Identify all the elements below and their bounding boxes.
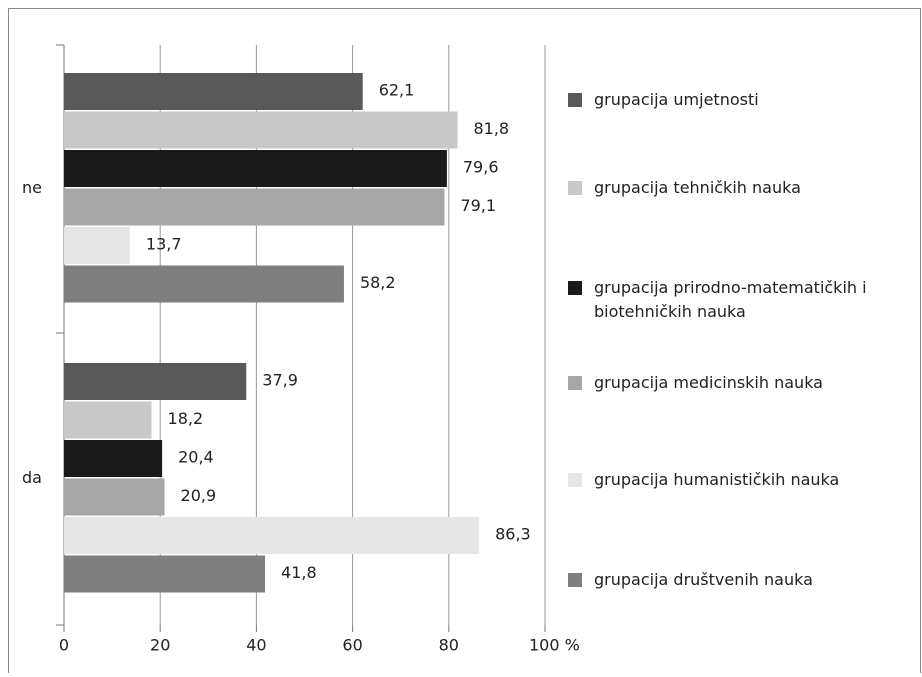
legend-item: grupacija društvenih nauka <box>566 568 896 592</box>
legend-item: grupacija tehničkih nauka <box>566 176 896 200</box>
legend-swatch <box>568 573 582 587</box>
value-label: 18,2 <box>168 409 204 428</box>
legend-item: grupacija humanističkih nauka <box>566 468 896 492</box>
bar <box>64 478 165 516</box>
value-label: 37,9 <box>262 371 298 390</box>
legend-swatch <box>568 473 582 487</box>
value-label: 79,6 <box>463 158 499 177</box>
legend-item: grupacija prirodno-matematičkih i bioteh… <box>566 276 896 324</box>
legend-swatch <box>568 376 582 390</box>
legend-swatch <box>568 281 582 295</box>
x-tick-label: 0 <box>59 636 69 655</box>
value-label: 81,8 <box>473 119 509 138</box>
legend-label: grupacija tehničkih nauka <box>594 178 801 197</box>
frame <box>8 8 921 673</box>
legend-item: grupacija medicinskih nauka <box>566 371 896 395</box>
legend-label: grupacija medicinskih nauka <box>594 373 823 392</box>
bar <box>64 150 447 187</box>
value-label: 79,1 <box>460 196 496 215</box>
bar <box>64 227 130 264</box>
legend-swatch <box>568 93 582 107</box>
bar <box>64 401 152 439</box>
legend-label: grupacija prirodno-matematičkih i bioteh… <box>594 278 867 321</box>
legend-swatch <box>568 181 582 195</box>
bar <box>64 265 344 303</box>
legend-item: grupacija umjetnosti <box>566 88 896 112</box>
legend-label: grupacija društvenih nauka <box>594 570 813 589</box>
x-tick-label: 80 <box>439 636 459 655</box>
bar <box>64 73 363 110</box>
x-tick-label: 60 <box>342 636 362 655</box>
bar <box>64 188 445 226</box>
x-tick-label: 100 % <box>529 636 580 655</box>
y-tick-label: ne <box>22 178 42 197</box>
value-label: 86,3 <box>495 525 531 544</box>
x-tick-label: 20 <box>150 636 170 655</box>
legend-label: grupacija umjetnosti <box>594 90 759 109</box>
value-label: 13,7 <box>146 235 182 254</box>
value-label: 20,9 <box>181 486 217 505</box>
value-label: 41,8 <box>281 563 317 582</box>
bar <box>64 440 163 477</box>
value-label: 62,1 <box>379 81 415 100</box>
bar <box>64 363 247 400</box>
bar <box>64 555 266 593</box>
value-label: 58,2 <box>360 273 396 292</box>
bar <box>64 111 458 149</box>
y-tick-label: da <box>22 468 42 487</box>
legend-label: grupacija humanističkih nauka <box>594 470 840 489</box>
x-tick-label: 40 <box>246 636 266 655</box>
bar <box>64 517 480 554</box>
value-label: 20,4 <box>178 448 214 467</box>
